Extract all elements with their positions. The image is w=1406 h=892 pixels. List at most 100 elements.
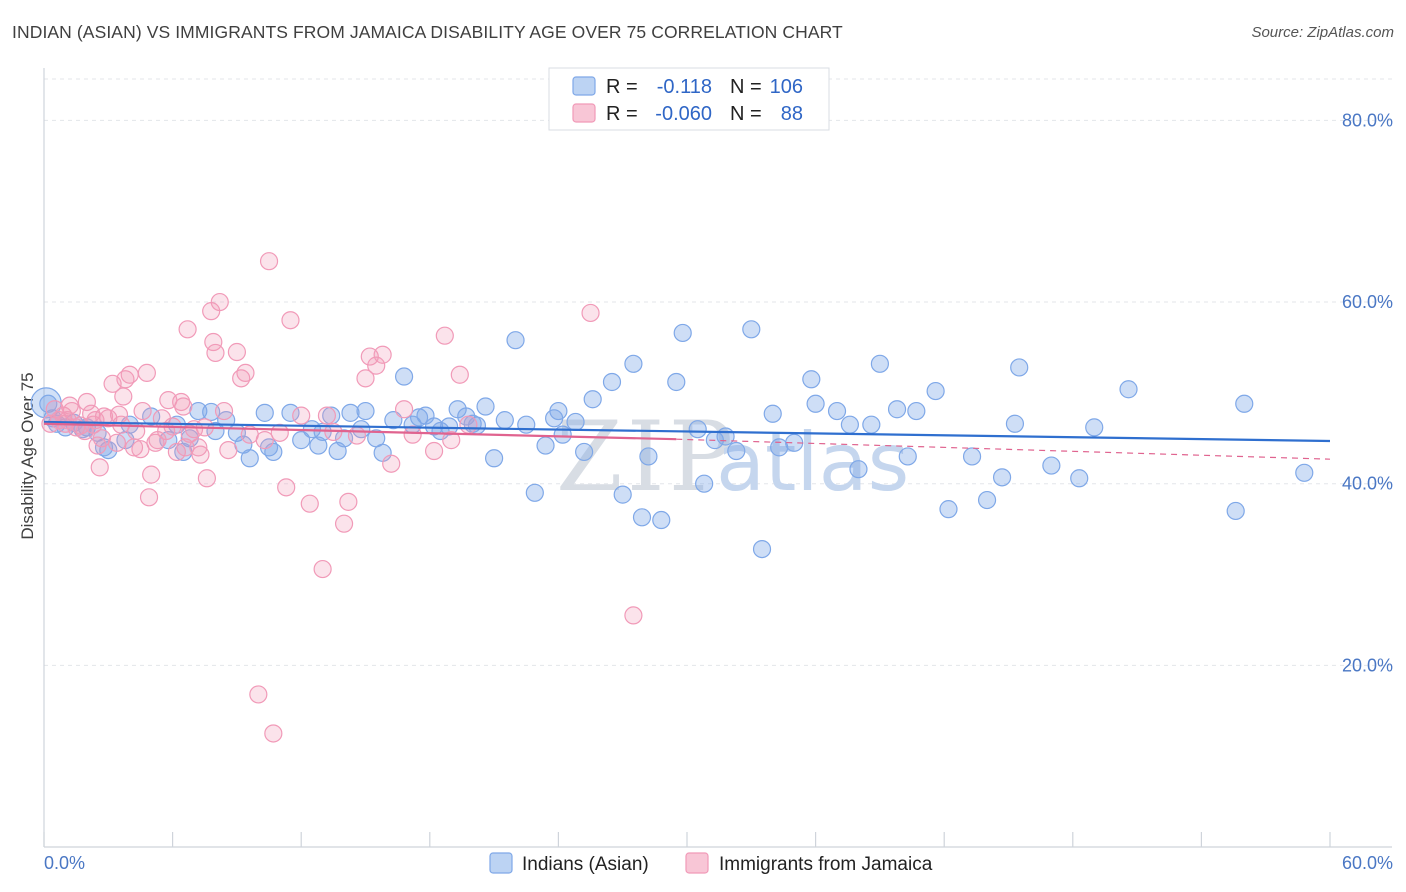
indians-asian-point [495,411,514,430]
indians-asian-point [907,401,926,421]
jamaica-point [442,431,461,450]
indians-asian-point [673,323,692,343]
legend-r-label-1: R = [606,76,638,98]
indians-asian-point [583,390,602,409]
jamaica-point [204,332,223,352]
indians-asian-point [536,436,555,455]
indians-asian-point [639,447,658,466]
jamaica-point [394,400,414,419]
jamaica-point [255,431,274,450]
indians-asian-point [632,508,652,527]
indians-asian-point [939,500,958,519]
y-tick-label: 20.0% [1342,655,1393,675]
jamaica-point [107,433,126,452]
x-tick-label: 0.0% [44,853,85,873]
jamaica-point [270,423,289,442]
chart-title: INDIAN (ASIAN) VS IMMIGRANTS FROM JAMAIC… [12,22,843,42]
indians-asian-point [695,474,714,493]
indians-asian-point [517,415,536,434]
indians-asian-point [575,442,594,462]
y-tick-label: 80.0% [1342,110,1393,130]
jamaica-point [249,685,268,704]
indians-asian-point [485,449,504,468]
jamaica-point [317,406,337,425]
indians-asian-point [439,417,459,436]
indians-asian-point [341,403,360,422]
series-immigrants-jamaica-points [41,252,643,743]
jamaica-point [281,311,300,330]
y-tick-labels: 20.0% 40.0% 60.0% 80.0% [1342,110,1393,675]
indians-asian-point [763,404,782,423]
indians-asian-point [742,320,761,339]
jamaica-point [90,458,109,477]
legend-swatch-blue [572,76,596,96]
jamaica-point [174,397,193,416]
jamaica-point [197,469,216,488]
bottom-legend-swatch-pink [685,852,709,874]
indians-asian-point [309,436,328,455]
jamaica-point [137,363,156,383]
legend-n-value-2: 88 [781,103,803,125]
jamaica-point [334,514,354,533]
indians-asian-point [840,415,859,434]
jamaica-point [382,454,401,473]
axes [43,68,1392,848]
indians-asian-point [476,397,495,416]
indians-asian-point [1235,394,1254,413]
jamaica-point [581,303,600,323]
indians-asian-point [1042,456,1061,475]
legend-n-label-1: N = [730,76,762,98]
indians-asian-point [240,449,259,468]
indians-asian-point [384,411,403,430]
watermark-zip: ZIP [556,401,737,513]
jamaica-point [146,433,165,452]
jamaica-point [259,252,279,271]
trend-line-indians-asian [43,420,1331,443]
jamaica-point [450,365,469,384]
indians-asian-point [281,403,300,422]
x-tick-label: 60.0% [1342,853,1393,873]
jamaica-point [219,441,238,460]
jamaica-point [277,478,296,497]
indians-asian-point [752,539,772,559]
legend-r-value-1: -0.118 [657,76,712,98]
legend-r-label-2: R = [606,103,638,125]
indians-asian-point [506,331,525,350]
indians-asian-point [926,381,945,401]
indians-asian-point [394,367,414,386]
indians-asian-point [849,460,868,479]
indians-asian-point [1005,414,1025,433]
indians-asian-point [977,490,997,510]
indians-asian-point [613,485,632,504]
jamaica-point [214,401,234,421]
jamaica-point [313,559,332,579]
bottom-legend-label-2: Immigrants from Jamaica [719,854,933,875]
indians-asian-point [827,401,847,421]
indians-asian-point [624,354,643,373]
jamaica-point [339,492,358,511]
top-legend: R = -0.118 N = 106 R = -0.060 N = 88 [548,67,830,131]
jamaica-point [189,438,208,457]
bottom-legend: Indians (Asian) Immigrants from Jamaica [489,852,933,875]
watermark-atlas: atlas [716,416,909,509]
jamaica-point [109,405,129,424]
jamaica-point [210,292,229,312]
jamaica-point [403,425,422,444]
jamaica-point [92,429,111,448]
trend-lines [43,420,1331,460]
legend-box [548,67,830,131]
indians-asian-point [409,408,429,427]
indians-asian-point [356,401,375,421]
indians-asian-point [549,401,568,421]
indians-asian-point [1119,380,1138,399]
indians-asian-point [992,468,1012,487]
indians-asian-point [566,412,585,432]
jamaica-point [227,342,246,362]
bottom-legend-swatch-blue [489,852,513,874]
indians-asian-point [727,441,746,461]
jamaica-point [236,363,255,383]
indians-asian-point [1010,358,1029,377]
indians-asian-point [862,415,881,434]
indians-asian-point [770,438,789,457]
